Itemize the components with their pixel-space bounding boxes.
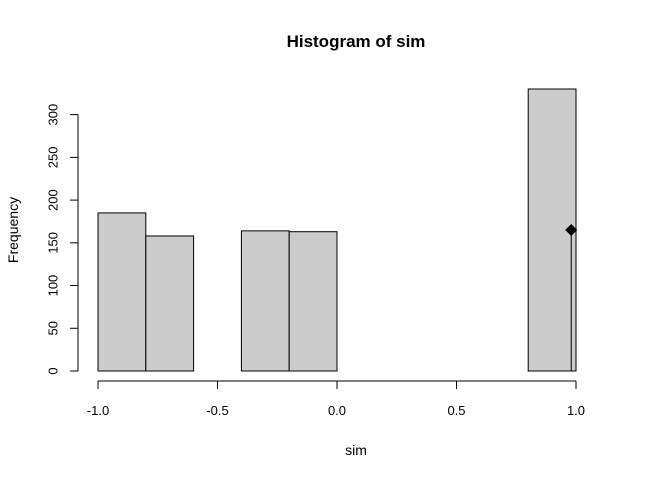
x-tick-label: 0.0	[328, 403, 346, 418]
x-tick-label: -0.5	[206, 403, 228, 418]
histogram-bar	[288, 231, 338, 372]
y-tick-label: 100	[45, 275, 60, 297]
y-axis: 0 50 100 150 200 250 300	[45, 104, 79, 375]
marker-group	[565, 224, 578, 371]
x-tick-label: -1.0	[87, 403, 109, 418]
y-axis-label: Frequency	[5, 197, 21, 263]
chart-title: Histogram of sim	[287, 32, 426, 51]
y-tick-label: 250	[45, 147, 60, 169]
y-tick-label: 0	[45, 367, 60, 374]
bars-group	[97, 88, 577, 372]
histogram-bar	[145, 235, 195, 372]
histogram-bar	[97, 212, 147, 372]
histogram-bar	[240, 230, 290, 372]
x-axis-label: sim	[345, 442, 367, 458]
x-axis: -1.0 -0.5 0.0 0.5 1.0	[87, 380, 585, 418]
x-tick-label: 1.0	[567, 403, 585, 418]
y-tick-label: 150	[45, 232, 60, 254]
y-tick-label: 200	[45, 189, 60, 211]
y-tick-label: 300	[45, 104, 60, 126]
x-tick-label: 0.5	[447, 403, 465, 418]
y-tick-label: 50	[45, 321, 60, 335]
marker-point	[565, 224, 578, 236]
